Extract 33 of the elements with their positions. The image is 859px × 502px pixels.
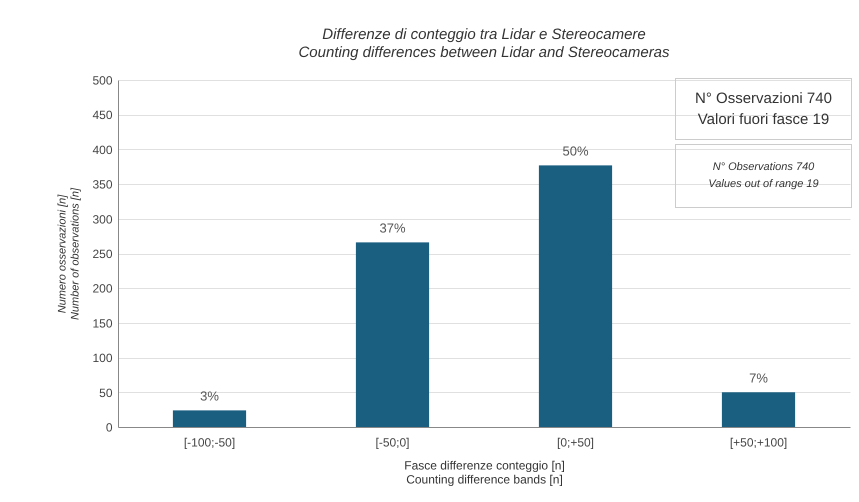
annotation: Valori fuori fasce 19	[696, 110, 830, 130]
annotation: Values out of range 19	[707, 177, 820, 192]
annotation: N° Observations 740	[712, 160, 816, 175]
bar	[172, 410, 246, 427]
y-tick-label: 0	[106, 420, 113, 434]
y-tick-label: 250	[92, 247, 113, 261]
annotation: 50%	[562, 143, 589, 158]
bar	[722, 392, 796, 427]
y-tick-label: 400	[92, 142, 113, 157]
annotation: 3%	[200, 388, 220, 404]
bar	[538, 165, 612, 427]
y-tick-label: 200	[92, 282, 113, 296]
x-tick-label: [-50;0]	[375, 436, 410, 450]
y-tick-label: 150	[92, 316, 113, 330]
text-box: N° Osservazioni 740 Valori fuori fasce 19	[675, 78, 852, 140]
y-axis-title: Numero osservazioni [n] Number of observations [n]	[56, 187, 82, 320]
x-axis-title: Fasce differenze conteggio [n] Counting difference bands [n]	[404, 458, 565, 486]
annotation: N° Osservazioni 740	[694, 89, 833, 109]
chart-subtitle: Counting differences between Lidar and Stereocameras	[298, 44, 670, 61]
x-tick-label: [-100;-50]	[184, 436, 236, 450]
bar	[356, 242, 430, 427]
y-tick-label: 300	[92, 212, 113, 226]
y-tick-label: 100	[92, 351, 113, 366]
text-box: N° Observations 740 Values out of range 19	[675, 144, 852, 208]
y-tick-label: 500	[92, 74, 113, 88]
y-tick-label: 50	[99, 386, 113, 400]
annotation: 37%	[379, 220, 406, 236]
annotation: 7%	[749, 370, 768, 386]
y-tick-label: 450	[92, 108, 113, 122]
y-tick-label: 350	[92, 178, 113, 192]
x-tick-label: [+50;+100]	[730, 436, 788, 450]
x-tick-label: [0;+50]	[556, 436, 594, 450]
chart-title: Differenze di conteggio tra Lidar e Stereocamere	[322, 26, 646, 43]
